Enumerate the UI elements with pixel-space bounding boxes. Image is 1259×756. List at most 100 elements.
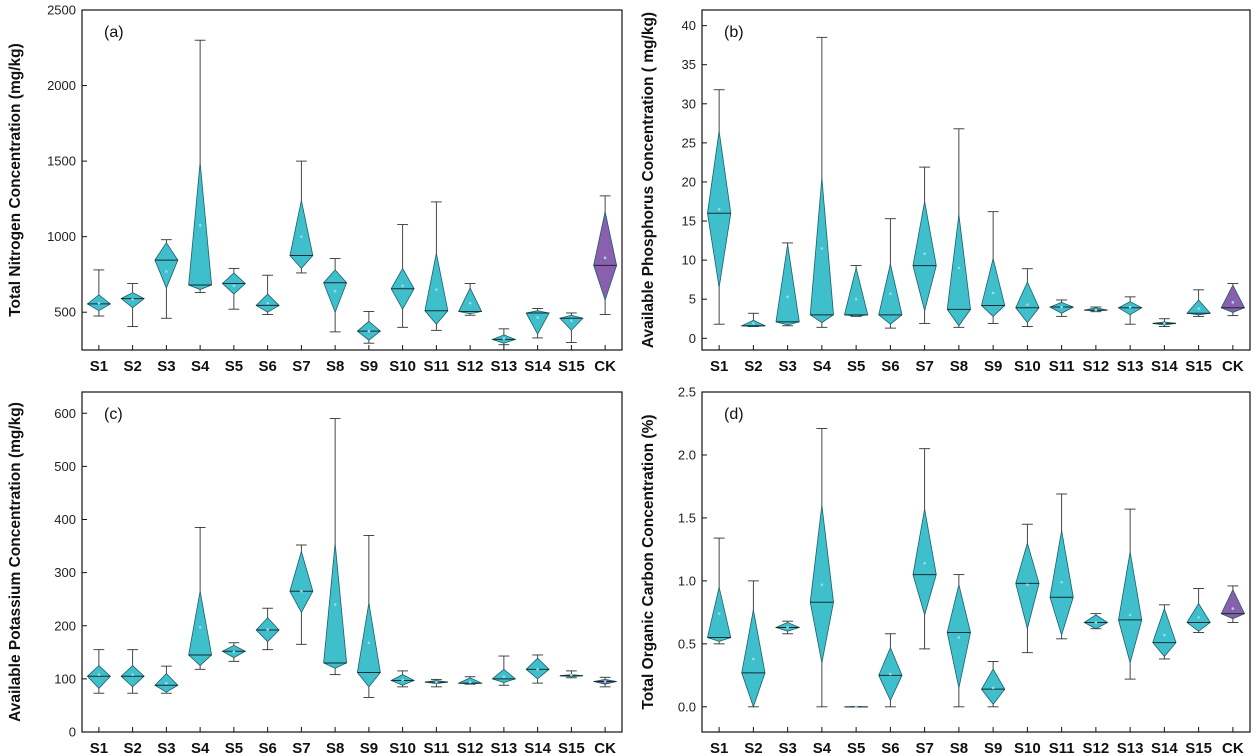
- x-tick-label: S4: [813, 358, 832, 375]
- mean-marker: [570, 319, 573, 322]
- plot-frame: [701, 391, 1251, 733]
- series-S13: S13: [1117, 508, 1144, 756]
- series-S4: S4: [809, 428, 834, 756]
- series-S2: S2: [741, 580, 766, 756]
- series-CK: CK: [1220, 585, 1246, 756]
- panel-label: (a): [104, 24, 124, 41]
- x-tick-label: S9: [984, 740, 1002, 756]
- mean-marker: [97, 301, 101, 305]
- mean-marker: [97, 673, 101, 676]
- x-tick-label: S9: [360, 358, 378, 375]
- series-S11: S11: [423, 678, 449, 756]
- y-axis-title: Available Phosphorus Concentration ( mg/…: [640, 12, 657, 348]
- mean-marker: [435, 680, 438, 684]
- mean-marker: [820, 247, 824, 250]
- y-tick-label: 200: [54, 618, 76, 633]
- series-S3: S3: [154, 665, 179, 756]
- mean-marker: [198, 224, 202, 227]
- x-tick-label: S10: [389, 358, 416, 375]
- series-S6: S6: [255, 274, 280, 375]
- series-S3: S3: [775, 242, 800, 375]
- series-S9: S9: [356, 534, 381, 756]
- mean-marker: [991, 291, 995, 295]
- plot-frame: [701, 9, 1251, 351]
- x-tick-label: CK: [1222, 740, 1244, 756]
- series-S13: S13: [491, 328, 518, 375]
- mean-marker: [1094, 621, 1098, 624]
- mean-marker: [854, 705, 858, 709]
- series-S15: S15: [1185, 587, 1212, 756]
- mean-marker: [603, 256, 607, 260]
- x-tick-label: S8: [950, 358, 968, 375]
- diamond-box: [1152, 607, 1177, 658]
- x-tick-label: S13: [1117, 740, 1144, 756]
- mean-marker: [854, 297, 858, 301]
- y-tick-label: 20: [682, 174, 696, 189]
- mean-marker: [923, 252, 926, 256]
- diamond-box: [356, 602, 381, 688]
- series-S8: S8: [946, 128, 971, 375]
- series-S5: S5: [844, 705, 868, 756]
- mean-marker: [752, 657, 755, 661]
- mean-marker: [1128, 305, 1132, 309]
- x-tick-label: S10: [389, 740, 416, 756]
- mean-marker: [1060, 305, 1063, 309]
- series-CK: CK: [593, 676, 617, 756]
- x-tick-label: S7: [292, 358, 310, 375]
- mean-marker: [957, 266, 961, 270]
- series-S4: S4: [188, 527, 213, 756]
- x-tick-label: S6: [881, 358, 899, 375]
- series-S12: S12: [1083, 613, 1109, 756]
- x-tick-label: S1: [710, 358, 728, 375]
- y-tick-label: 25: [682, 135, 696, 150]
- y-tick-label: 1000: [47, 229, 76, 244]
- mean-marker: [1231, 607, 1235, 610]
- mean-marker: [570, 673, 573, 677]
- series-S7: S7: [289, 160, 314, 375]
- series-S6: S6: [255, 607, 280, 756]
- x-tick-label: S13: [491, 358, 518, 375]
- diamond-box: [525, 310, 550, 335]
- x-tick-label: CK: [1222, 358, 1244, 375]
- panel-label: (d): [724, 406, 744, 423]
- diamond-box: [86, 665, 111, 690]
- panel-label: (b): [724, 24, 744, 41]
- x-tick-label: S3: [157, 740, 175, 756]
- mean-marker: [752, 322, 755, 325]
- x-tick-label: S8: [950, 740, 968, 756]
- x-tick-label: S5: [847, 740, 865, 756]
- mean-marker: [198, 626, 202, 629]
- series-S7: S7: [912, 448, 937, 756]
- x-tick-label: S12: [457, 740, 484, 756]
- plot-frame: [81, 391, 623, 733]
- diamond-box: [458, 287, 483, 315]
- y-tick-label: 35: [682, 57, 696, 72]
- mean-marker: [232, 650, 236, 654]
- mean-marker: [468, 301, 472, 305]
- x-tick-label: S15: [558, 358, 585, 375]
- y-tick-label: 30: [682, 96, 696, 111]
- mean-marker: [717, 612, 721, 615]
- mean-marker: [266, 628, 269, 631]
- series-S14: S14: [1151, 318, 1178, 375]
- mean-marker: [1163, 322, 1166, 325]
- x-tick-label: S12: [1083, 358, 1110, 375]
- x-tick-label: S11: [1049, 358, 1075, 375]
- x-tick-label: S10: [1014, 740, 1041, 756]
- series-CK: CK: [1220, 283, 1246, 375]
- diamond-box: [1220, 284, 1246, 313]
- diamond-box: [912, 201, 937, 312]
- mean-marker: [1026, 583, 1029, 586]
- series-S9: S9: [981, 211, 1006, 375]
- x-tick-label: S15: [558, 740, 585, 756]
- series-S12: S12: [1083, 306, 1110, 375]
- y-tick-label: 0.5: [678, 636, 696, 651]
- mean-marker: [401, 284, 404, 288]
- diamond-box: [154, 241, 179, 290]
- mean-marker: [717, 208, 721, 211]
- x-tick-label: S6: [258, 740, 276, 756]
- series-CK: CK: [593, 195, 618, 375]
- series-S11: S11: [423, 201, 449, 375]
- series-S5: S5: [221, 267, 246, 375]
- y-tick-label: 1.5: [678, 510, 696, 525]
